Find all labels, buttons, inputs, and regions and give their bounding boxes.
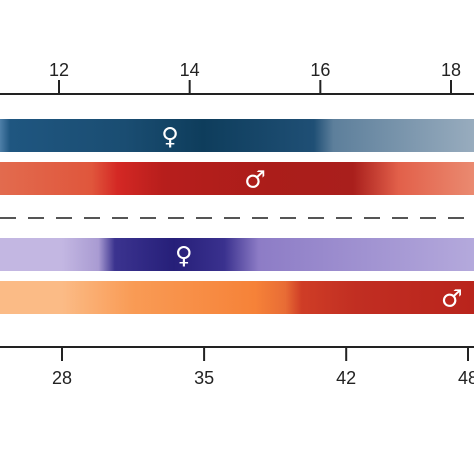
male-bar-bottom xyxy=(0,281,474,314)
bottom-axis-ticks: 28 35 42 48 xyxy=(52,347,474,388)
top-tick-label-14: 14 xyxy=(180,60,200,80)
top-axis: 12 14 16 18 xyxy=(0,60,474,95)
bottom-tick-label-28: 28 xyxy=(52,368,72,388)
top-axis-ticks: 12 14 16 18 xyxy=(49,60,461,94)
male-symbol-icon: ♂ xyxy=(244,166,266,194)
male-symbol-icon: ♂ xyxy=(441,285,463,313)
male-bar-top xyxy=(0,162,474,195)
top-tick-label-12: 12 xyxy=(49,60,69,80)
bottom-tick-label-48: 48 xyxy=(458,368,474,388)
top-tick-label-18: 18 xyxy=(441,60,461,80)
bottom-axis: 28 35 42 48 xyxy=(0,346,474,388)
female-bar-bottom xyxy=(0,238,474,271)
upper-bar-group: ♀♂ xyxy=(0,119,474,195)
bottom-tick-label-42: 42 xyxy=(336,368,356,388)
female-bar-top xyxy=(0,119,474,152)
top-tick-label-16: 16 xyxy=(310,60,330,80)
female-symbol-icon: ♀ xyxy=(175,242,193,270)
female-symbol-icon: ♀ xyxy=(161,123,179,151)
bottom-tick-label-35: 35 xyxy=(194,368,214,388)
lower-bar-group: ♀♂ xyxy=(0,238,474,314)
